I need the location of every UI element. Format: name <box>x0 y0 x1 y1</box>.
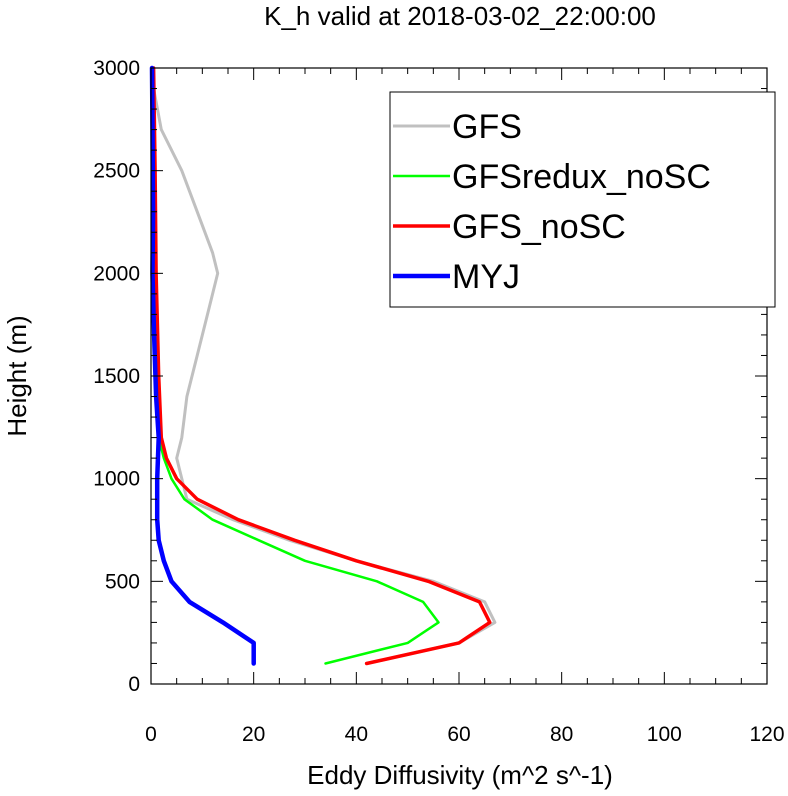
series-line-myj <box>149 65 256 666</box>
legend-label-gfs: GFS <box>452 108 522 146</box>
x-tick-label: 80 <box>550 723 573 746</box>
y-tick-label: 3000 <box>93 57 140 80</box>
series-line-gfs <box>151 66 497 665</box>
series-layer <box>149 65 497 666</box>
x-tick-label: 40 <box>345 723 368 746</box>
y-axis-ticks: 0 500 1000 1500 2000 2500 3000 <box>93 57 767 696</box>
y-axis-label: Height (m) <box>2 315 32 436</box>
y-tick-label: 1000 <box>93 468 140 491</box>
x-axis-label: Eddy Diffusivity (m^2 s^-1) <box>307 760 613 790</box>
series-line-gfs-nosc <box>151 66 492 666</box>
x-tick-label: 100 <box>647 723 682 746</box>
legend-box <box>389 91 776 308</box>
x-axis-ticks: 0 20 40 60 80 100 120 <box>145 68 785 746</box>
x-tick-label: 120 <box>749 723 784 746</box>
y-tick-label: 500 <box>105 570 140 593</box>
y-tick-label: 0 <box>128 673 140 696</box>
y-tick-label: 1500 <box>93 365 140 388</box>
legend-label-gfs-nosc: GFS_noSC <box>452 208 626 246</box>
y-tick-label: 2000 <box>93 262 140 285</box>
chart-title: K_h valid at 2018-03-02_22:00:00 <box>264 1 656 31</box>
y-tick-label: 2500 <box>93 160 140 183</box>
x-tick-label: 60 <box>447 723 470 746</box>
legend-label-myj: MYJ <box>452 258 520 296</box>
x-tick-label: 0 <box>145 723 157 746</box>
legend: GFS GFSredux_noSC GFS_noSC MYJ <box>389 91 776 308</box>
x-tick-label: 20 <box>242 723 265 746</box>
legend-label-gfsredux-nosc: GFSredux_noSC <box>452 158 711 196</box>
